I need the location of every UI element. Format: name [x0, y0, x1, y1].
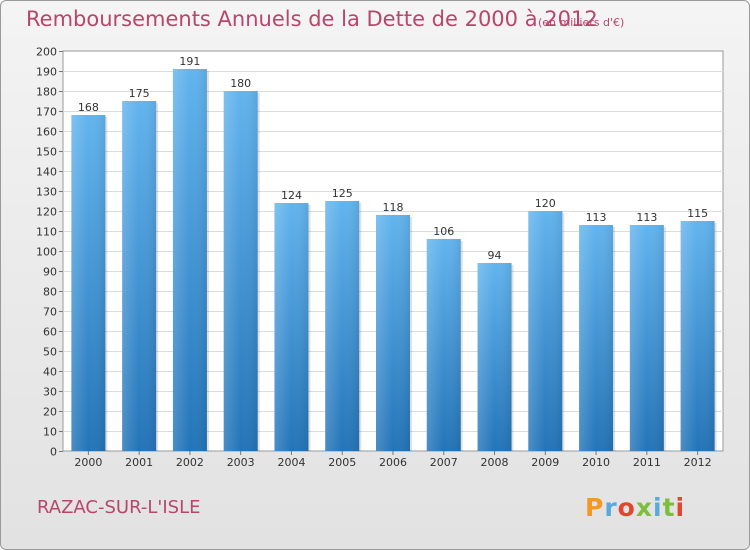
y-tick-label: 130	[36, 186, 57, 199]
x-tick-label: 2001	[125, 456, 153, 469]
x-tick-label: 2009	[531, 456, 559, 469]
x-tick-label: 2003	[227, 456, 255, 469]
y-tick-label: 160	[36, 126, 57, 139]
x-tick-label: 2006	[379, 456, 407, 469]
commune-name: RAZAC-SUR-L'ISLE	[37, 497, 201, 518]
y-tick-label: 20	[43, 406, 57, 419]
bar-highlight	[477, 263, 512, 451]
bar-value-label: 180	[230, 77, 251, 90]
bar-highlight	[629, 225, 664, 451]
x-tick-label: 2002	[176, 456, 204, 469]
x-tick-label: 2000	[74, 456, 102, 469]
bar-value-label: 120	[535, 197, 556, 210]
bar-value-label: 94	[488, 249, 502, 262]
y-tick-label: 60	[43, 326, 57, 339]
chart-subtitle: (en milliers d'€)	[538, 16, 625, 29]
x-tick-label: 2007	[430, 456, 458, 469]
y-axis: 0 10 20 30 40 50 60 70 80 90 100 110 120 130 140 150 160…	[36, 46, 63, 459]
svg-text:Proxiti: Proxiti	[585, 493, 685, 522]
y-tick-label: 200	[36, 46, 57, 59]
x-tick-label: 2011	[633, 456, 661, 469]
bar-highlight	[325, 201, 360, 451]
x-tick-label: 2005	[328, 456, 356, 469]
bar-highlight	[376, 215, 410, 451]
x-tick-label: 2012	[684, 456, 712, 469]
y-tick-label: 70	[43, 306, 57, 319]
x-axis: 2000 2001 2002 2003 2004 2005 2006 2007 2008 2009…	[74, 451, 712, 469]
y-tick-label: 0	[50, 446, 57, 459]
bar-value-label: 191	[179, 55, 200, 68]
x-tick-label: 2010	[582, 456, 610, 469]
y-tick-label: 10	[43, 426, 57, 439]
y-tick-label: 80	[43, 286, 57, 299]
bar-highlight	[172, 69, 207, 451]
bars: 168 175 191 180 124 125 118 106 94 120 113 113 115	[71, 55, 717, 451]
bar-value-label: 118	[383, 201, 404, 214]
y-tick-label: 180	[36, 86, 57, 99]
bar-value-label: 113	[636, 211, 657, 224]
y-tick-label: 170	[36, 106, 57, 119]
bar-highlight	[274, 203, 309, 451]
bar-highlight	[122, 101, 157, 451]
y-tick-label: 40	[43, 366, 57, 379]
bar-value-label: 115	[687, 207, 708, 220]
x-tick-label: 2008	[481, 456, 509, 469]
bar-value-label: 113	[586, 211, 607, 224]
bar-value-label: 168	[78, 101, 99, 114]
bar-highlight	[223, 91, 258, 451]
y-tick-label: 50	[43, 346, 57, 359]
y-tick-label: 100	[36, 246, 57, 259]
y-tick-label: 90	[43, 266, 57, 279]
y-tick-label: 140	[36, 166, 57, 179]
y-tick-label: 150	[36, 146, 57, 159]
bar-value-label: 175	[129, 87, 150, 100]
bar-highlight	[528, 211, 563, 451]
bar-value-label: 124	[281, 189, 302, 202]
y-tick-label: 120	[36, 206, 57, 219]
bar-highlight	[579, 225, 614, 451]
bar-highlight	[680, 221, 715, 451]
bar-highlight	[71, 115, 106, 451]
bar-highlight	[426, 239, 461, 451]
proxiti-logo: Proxiti	[585, 493, 685, 522]
y-tick-label: 190	[36, 66, 57, 79]
bar-value-label: 106	[433, 225, 454, 238]
chart-title: Remboursements Annuels de la Dette de 20…	[26, 7, 598, 31]
bar-value-label: 125	[332, 187, 353, 200]
x-tick-label: 2004	[277, 456, 305, 469]
y-tick-label: 110	[36, 226, 57, 239]
y-tick-label: 30	[43, 386, 57, 399]
